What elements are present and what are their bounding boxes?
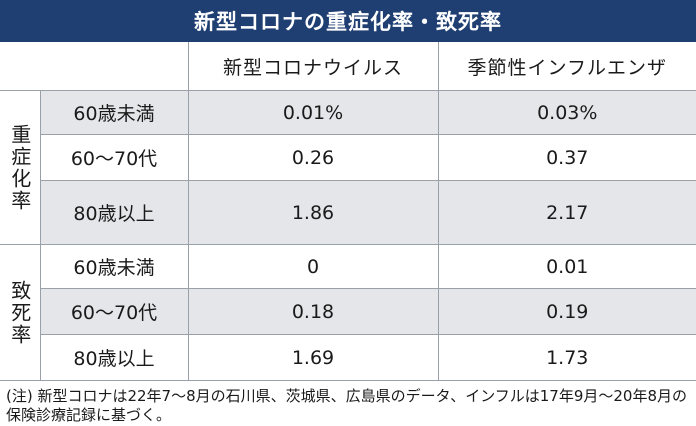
title-text: 新型コロナの重症化率・致死率 [194,10,502,34]
table-row: 60〜70代 0.18 0.19 [0,288,696,335]
age-cell: 60歳未満 [39,244,189,289]
age-cell: 60〜70代 [40,134,189,181]
group-label-severe: 重症化率 [7,123,32,212]
age-cell: 60〜70代 [40,288,189,335]
age-cell: 60歳未満 [39,90,189,135]
col-header-covid: 新型コロナウイルス [187,42,439,91]
flu-value: 0.37 [437,134,696,181]
flu-value: 1.73 [437,334,696,381]
rate-table: 新型コロナウイルス 季節性インフルエンザ 重症化率 60歳未満 0.01% 0.… [0,42,696,381]
footnote: (注) 新型コロナは22年7〜8月の石川県、茨城県、広島県のデータ、インフルは1… [6,387,688,424]
table-row: 80歳以上 1.86 2.17 [0,180,696,245]
age-cell: 80歳以上 [40,334,189,381]
covid-value: 0 [187,244,439,289]
group-fatal: 致死率 [0,244,41,381]
covid-value: 0.01% [187,90,439,135]
covid-value: 1.69 [187,334,439,381]
col-header-flu: 季節性インフルエンザ [437,42,696,91]
header-row: 新型コロナウイルス 季節性インフルエンザ [0,42,696,91]
table-row: 60〜70代 0.26 0.37 [0,134,696,181]
age-cell: 80歳以上 [40,180,189,245]
corner-cell [0,42,189,91]
flu-value: 0.03% [437,90,696,135]
table-row: 80歳以上 1.69 1.73 [0,334,696,381]
table-row: 致死率 60歳未満 0 0.01 [0,244,696,381]
covid-value: 0.18 [187,288,439,335]
group-label-fatal: 致死率 [7,279,32,346]
covid-value: 0.26 [187,134,439,181]
table-title: 新型コロナの重症化率・致死率 [0,0,696,42]
covid-value: 1.86 [187,180,439,245]
group-severe: 重症化率 [0,90,41,245]
flu-value: 0.01 [437,244,696,289]
flu-value: 0.19 [437,288,696,335]
flu-value: 2.17 [437,180,696,245]
table-row: 重症化率 60歳未満 0.01% 0.03% [0,90,696,245]
